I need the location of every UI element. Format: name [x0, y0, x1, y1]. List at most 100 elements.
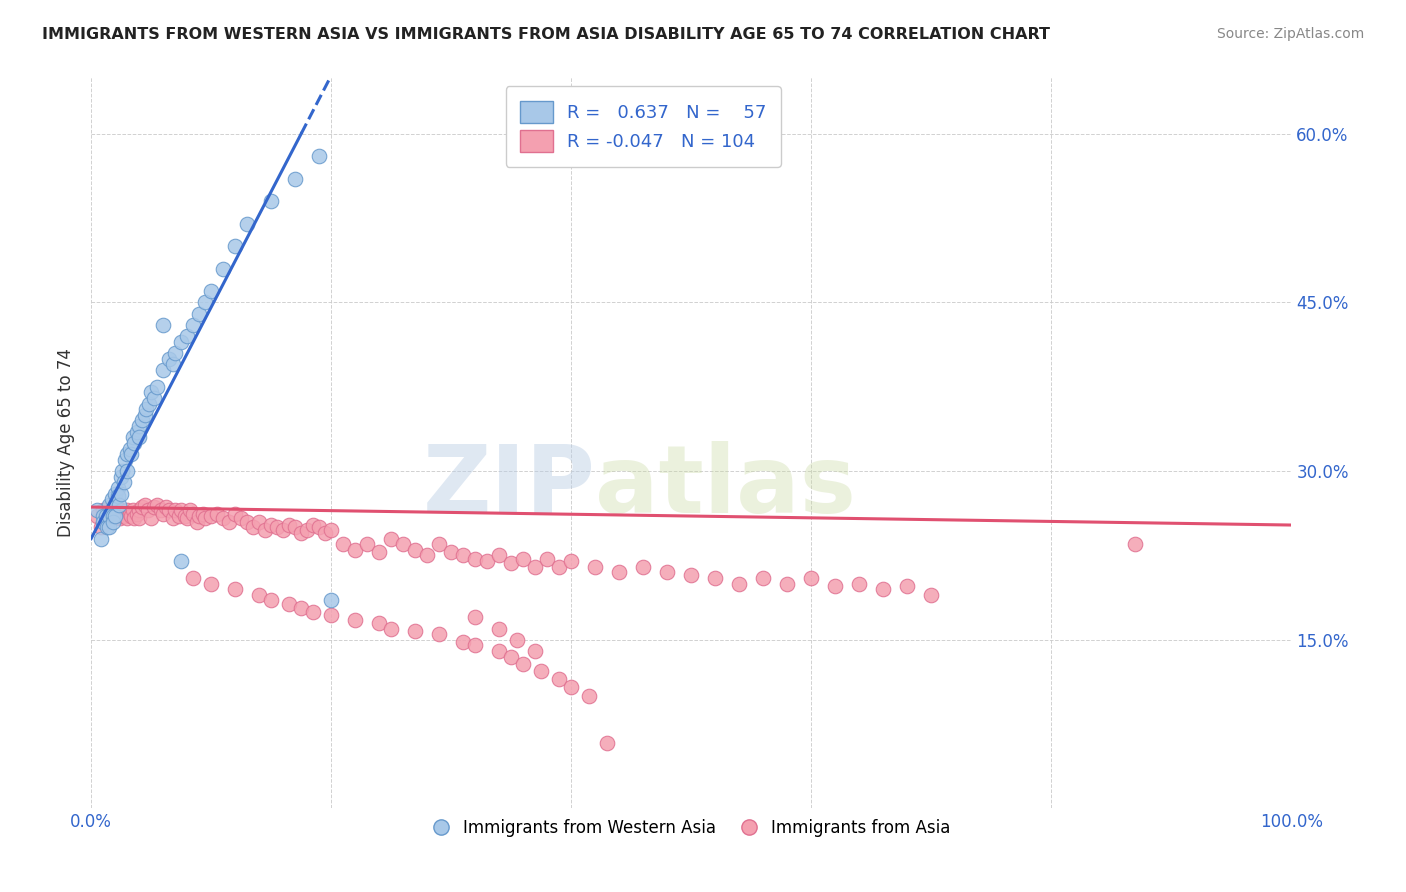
Point — [176, 329, 198, 343]
Point — [122, 503, 145, 517]
Point — [107, 507, 129, 521]
Point — [284, 520, 307, 534]
Point — [524, 559, 547, 574]
Point — [167, 509, 190, 524]
Point — [111, 464, 134, 478]
Point — [96, 515, 118, 529]
Point — [122, 430, 145, 444]
Point — [236, 217, 259, 231]
Point — [120, 509, 142, 524]
Point — [115, 464, 138, 478]
Point — [321, 523, 343, 537]
Point — [488, 549, 510, 563]
Point — [96, 520, 118, 534]
Point — [501, 556, 523, 570]
Point — [321, 607, 343, 622]
Point — [124, 511, 146, 525]
Point — [181, 318, 204, 332]
Point — [98, 498, 121, 512]
Text: IMMIGRANTS FROM WESTERN ASIA VS IMMIGRANTS FROM ASIA DISABILITY AGE 65 TO 74 COR: IMMIGRANTS FROM WESTERN ASIA VS IMMIGRAN… — [42, 27, 1050, 42]
Point — [284, 171, 307, 186]
Point — [260, 593, 283, 607]
Point — [110, 503, 132, 517]
Point — [146, 498, 169, 512]
Point — [134, 498, 156, 512]
Point — [138, 396, 160, 410]
Point — [800, 571, 823, 585]
Point — [200, 284, 222, 298]
Point — [136, 503, 159, 517]
Point — [247, 515, 270, 529]
Point — [110, 469, 132, 483]
Point — [173, 509, 195, 524]
Point — [110, 509, 132, 524]
Point — [583, 559, 606, 574]
Point — [101, 509, 124, 524]
Point — [128, 511, 150, 525]
Point — [107, 481, 129, 495]
Point — [824, 579, 846, 593]
Point — [131, 413, 153, 427]
Point — [530, 665, 553, 679]
Point — [90, 520, 112, 534]
Point — [200, 509, 222, 524]
Point — [114, 452, 136, 467]
Point — [404, 624, 426, 638]
Point — [260, 518, 283, 533]
Point — [107, 489, 129, 503]
Point — [91, 515, 114, 529]
Point — [368, 545, 391, 559]
Point — [186, 515, 208, 529]
Point — [152, 318, 174, 332]
Point — [231, 511, 253, 525]
Point — [776, 576, 799, 591]
Point — [188, 509, 211, 524]
Point — [752, 571, 775, 585]
Point — [212, 261, 235, 276]
Point — [179, 503, 201, 517]
Point — [146, 380, 169, 394]
Point — [98, 509, 121, 524]
Point — [114, 509, 136, 524]
Point — [488, 644, 510, 658]
Point — [157, 351, 180, 366]
Point — [356, 537, 378, 551]
Point — [464, 639, 486, 653]
Point — [86, 503, 108, 517]
Point — [86, 509, 108, 524]
Point — [548, 559, 571, 574]
Point — [368, 615, 391, 630]
Point — [110, 486, 132, 500]
Point — [560, 680, 582, 694]
Point — [506, 632, 529, 647]
Point — [657, 566, 679, 580]
Point — [170, 503, 193, 517]
Point — [90, 532, 112, 546]
Point — [321, 593, 343, 607]
Point — [524, 644, 547, 658]
Point — [464, 610, 486, 624]
Point — [242, 520, 264, 534]
Point — [278, 597, 301, 611]
Point — [560, 554, 582, 568]
Point — [464, 551, 486, 566]
Point — [548, 672, 571, 686]
Point — [380, 532, 402, 546]
Point — [920, 588, 942, 602]
Point — [308, 149, 330, 163]
Point — [254, 523, 277, 537]
Point — [115, 503, 138, 517]
Point — [115, 447, 138, 461]
Text: ZIP: ZIP — [422, 441, 595, 533]
Point — [101, 507, 124, 521]
Point — [191, 507, 214, 521]
Point — [162, 511, 184, 525]
Point — [91, 503, 114, 517]
Point — [308, 520, 330, 534]
Point — [181, 507, 204, 521]
Point — [141, 385, 163, 400]
Point — [100, 492, 122, 507]
Point — [477, 554, 499, 568]
Point — [451, 635, 474, 649]
Point — [512, 657, 534, 672]
